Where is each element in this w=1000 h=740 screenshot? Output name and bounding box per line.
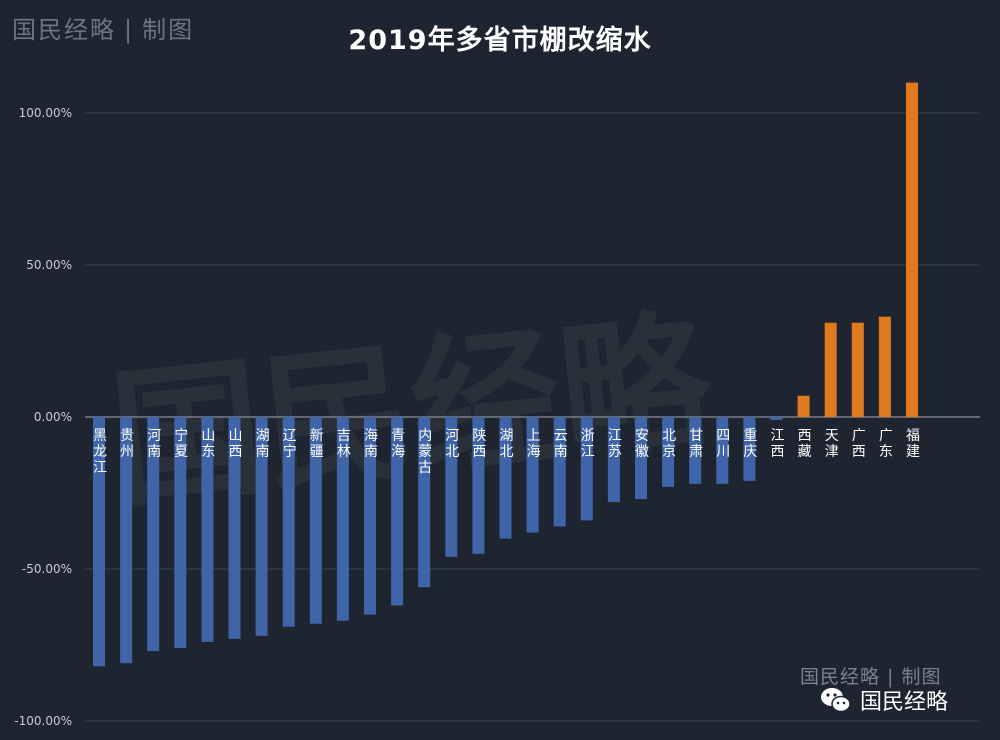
brand-header: 国民经略 | 制图	[12, 10, 194, 45]
brand-name: 国民经略	[12, 16, 116, 44]
bar-山东	[201, 417, 214, 642]
wechat-icon	[821, 688, 851, 713]
bar-四川	[716, 417, 729, 484]
bar-吉林	[336, 417, 349, 621]
x-tick-label: 贵州	[120, 428, 134, 460]
y-tick-label: 50.00%	[26, 258, 72, 272]
bar-天津	[824, 322, 837, 417]
y-axis-labels: -100.00% -50.00% 0.00% 50.00% 100.00%	[14, 106, 72, 728]
x-tick-label: 新疆	[310, 428, 324, 460]
bar-重庆	[743, 417, 756, 481]
bar-北京	[662, 417, 675, 487]
y-tick-label: -100.00%	[14, 714, 72, 728]
x-tick-label: 湖北	[500, 428, 514, 460]
y-tick-label: 100.00%	[19, 106, 72, 120]
bar-上海	[526, 417, 539, 533]
bar-黑龙江	[93, 417, 105, 667]
brand-separator: |	[124, 16, 135, 44]
bars	[93, 82, 918, 667]
bar-云南	[553, 417, 566, 527]
bar-江苏	[607, 417, 620, 503]
x-tick-label: 安徽	[635, 428, 649, 460]
brand-stamp: 国民经略 | 制图	[800, 666, 942, 688]
x-tick-label: 广西	[852, 428, 866, 460]
bar-海南	[364, 417, 376, 615]
bar-青海	[391, 417, 404, 606]
bar-甘肃	[689, 417, 702, 484]
x-tick-label: 四川	[716, 428, 730, 460]
bar-宁夏	[174, 417, 187, 649]
x-tick-label: 吉林	[337, 428, 351, 460]
bar-河北	[445, 417, 458, 557]
bar-浙江	[580, 417, 593, 521]
x-tick-label: 福建	[906, 428, 920, 460]
bar-贵州	[120, 417, 133, 664]
bar-湖南	[255, 417, 268, 636]
x-axis-labels: 黑龙江贵州河南宁夏山东山西湖南辽宁新疆吉林海南青海内蒙古河北陕西湖北上海云南浙江…	[93, 427, 920, 476]
x-tick-label: 河南	[147, 428, 161, 460]
x-tick-label: 陕西	[472, 428, 486, 460]
bar-安徽	[635, 417, 647, 500]
x-tick-label: 浙江	[581, 428, 595, 460]
x-tick-label: 海南	[364, 428, 378, 460]
x-tick-label: 内蒙古	[418, 428, 432, 476]
x-tick-label: 黑龙江	[93, 428, 107, 476]
bar-湖北	[499, 417, 512, 539]
x-tick-label: 宁夏	[174, 427, 188, 460]
y-tick-label: -50.00%	[22, 562, 72, 576]
y-tick-label: 0.00%	[34, 410, 72, 424]
bar-山西	[228, 417, 241, 639]
bar-河南	[147, 417, 160, 652]
x-tick-label: 云南	[554, 428, 568, 460]
wechat-label: 国民经略	[860, 690, 949, 715]
chart-title: 2019年多省市棚改缩水	[348, 25, 652, 56]
bar-新疆	[309, 417, 322, 624]
x-tick-label: 天津	[825, 428, 839, 460]
x-tick-label: 山东	[201, 428, 215, 460]
x-tick-label: 北京	[662, 428, 676, 460]
x-tick-label: 青海	[391, 428, 405, 460]
x-tick-label: 辽宁	[283, 428, 297, 460]
x-tick-label: 重庆	[743, 428, 757, 460]
x-tick-label: 江西	[771, 428, 785, 460]
bar-内蒙古	[418, 417, 431, 588]
x-tick-label: 河北	[445, 428, 459, 460]
bar-辽宁	[282, 417, 295, 627]
x-tick-label: 甘肃	[689, 428, 703, 460]
bar-广西	[851, 322, 864, 417]
bar-江西	[770, 417, 783, 421]
brand-suffix: 制图	[142, 16, 195, 44]
x-tick-label: 江苏	[608, 428, 622, 460]
x-tick-label: 上海	[527, 428, 541, 460]
x-tick-label: 山西	[229, 428, 243, 460]
wechat-account: 国民经略	[820, 684, 948, 716]
bar-广东	[878, 316, 891, 417]
bar-陕西	[472, 417, 485, 554]
x-tick-label: 西藏	[798, 428, 812, 460]
bar-西藏	[797, 395, 810, 417]
x-tick-label: 湖南	[256, 428, 270, 460]
bar-福建	[906, 82, 918, 417]
x-tick-label: 广东	[879, 428, 893, 460]
